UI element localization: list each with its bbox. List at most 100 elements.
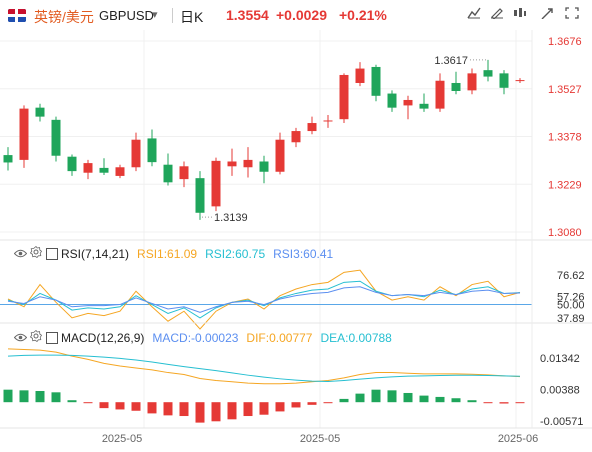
price-change: +0.0029: [276, 7, 327, 23]
candle[interactable]: [291, 127, 301, 148]
dif-value: DIF:0.00777: [246, 330, 313, 345]
candle[interactable]: [387, 90, 397, 112]
macd-histogram-bar: [115, 402, 125, 410]
rsi-legend: RSI(7,14,21) RSI1:61.09 RSI2:60.75 RSI3:…: [13, 245, 333, 261]
candle[interactable]: [483, 59, 493, 82]
macd-histogram-bar: [163, 402, 173, 416]
macd-histogram-bar: [259, 402, 269, 415]
toolbar-divider: [172, 8, 173, 23]
candlestick-pane: 1.3617 1.3139: [3, 55, 525, 224]
pane-separators: [0, 30, 592, 429]
macd-histogram-bar: [419, 395, 429, 403]
candle[interactable]: [371, 64, 381, 102]
macd-histogram-bar: [131, 402, 141, 411]
compare-icon[interactable]: [464, 6, 484, 24]
candle[interactable]: [467, 68, 477, 95]
rsi-tick-label: 37.89: [557, 313, 585, 325]
timeframe-selector[interactable]: 日K: [180, 9, 204, 25]
chevron-down-icon[interactable]: ▾: [152, 9, 158, 21]
candle-body: [243, 159, 253, 168]
candle[interactable]: [131, 132, 141, 172]
macd-label[interactable]: MACD(12,26,9): [61, 330, 145, 345]
price-tick-label: 1.3676: [548, 36, 582, 48]
candle[interactable]: [51, 116, 61, 162]
candle[interactable]: [499, 70, 509, 95]
candle[interactable]: [515, 78, 525, 83]
macd-histogram-bar: [195, 402, 205, 423]
macd-histogram-bar: [179, 402, 189, 417]
macd-histogram-bar: [291, 402, 301, 408]
candle[interactable]: [99, 158, 109, 175]
gear-icon[interactable]: [29, 245, 46, 261]
macd-legend: MACD(12,26,9) MACD:-0.00023 DIF:0.00777 …: [13, 329, 392, 345]
candle[interactable]: [179, 161, 189, 188]
candle-body: [291, 131, 301, 143]
rsi-series-line: [7, 280, 521, 319]
candle-body: [499, 73, 509, 88]
candle-body: [3, 155, 13, 163]
candle[interactable]: [35, 103, 45, 122]
indicator-icon[interactable]: [510, 6, 530, 24]
candle[interactable]: [163, 153, 173, 186]
macd-histogram-bar: [51, 392, 61, 403]
candle-body: [227, 161, 237, 167]
macd-series-line: [7, 348, 521, 385]
candle-body: [83, 163, 93, 173]
candle[interactable]: [227, 148, 237, 176]
macd-histogram-bar: [67, 400, 77, 403]
macd-tick-label: 0.00388: [540, 384, 580, 396]
macd-value: MACD:-0.00023: [152, 330, 239, 345]
candle[interactable]: [19, 105, 29, 168]
eye-icon[interactable]: [13, 331, 30, 345]
fullscreen-icon[interactable]: [562, 6, 582, 24]
candle[interactable]: [211, 157, 221, 212]
eye-icon[interactable]: [13, 247, 30, 261]
macd-histogram-bar: [467, 400, 477, 403]
pair-code[interactable]: GBPUSD: [99, 8, 154, 23]
macd-histogram-bar: [99, 402, 109, 409]
gear-icon[interactable]: [29, 329, 46, 345]
indicator-settings-icon[interactable]: [46, 331, 58, 344]
gbp-usd-flag-icon: [8, 9, 26, 22]
candle[interactable]: [147, 129, 157, 167]
candle[interactable]: [419, 93, 429, 112]
candle-body: [19, 108, 29, 160]
candle[interactable]: [307, 116, 317, 135]
rsi-series-line: [7, 286, 521, 313]
candle[interactable]: [435, 73, 445, 112]
draw-icon[interactable]: [487, 6, 507, 24]
candle[interactable]: [355, 62, 365, 87]
macd-histogram-bar: [227, 402, 237, 420]
candle[interactable]: [67, 154, 77, 176]
macd-histogram-bar: [515, 402, 525, 404]
macd-histogram-bar: [371, 389, 381, 403]
candle[interactable]: [83, 159, 93, 180]
candle[interactable]: [243, 147, 253, 178]
candle[interactable]: [323, 115, 333, 128]
price-axis: 1.3676 1.3527 1.3378 1.3229 1.3080: [548, 36, 582, 239]
candle[interactable]: [403, 95, 413, 120]
candle-body: [147, 138, 157, 163]
macd-histogram-bar: [19, 390, 29, 403]
rsi-label[interactable]: RSI(7,14,21): [61, 246, 130, 261]
candle-body: [467, 73, 477, 91]
candle[interactable]: [451, 71, 461, 95]
candle[interactable]: [275, 132, 285, 175]
candle[interactable]: [259, 155, 269, 184]
candle[interactable]: [3, 147, 13, 171]
macd-histogram-bar: [3, 389, 13, 403]
high-annotation: 1.3617: [434, 55, 468, 67]
candle-type-icon[interactable]: [537, 6, 557, 24]
candle[interactable]: [195, 171, 205, 220]
candle[interactable]: [339, 73, 349, 124]
candle[interactable]: [115, 164, 125, 179]
candle-body: [115, 167, 125, 176]
macd-tick-label: -0.00571: [540, 416, 583, 428]
pair-name-cn[interactable]: 英镑/美元: [34, 9, 94, 25]
time-tick-label: 2025-05: [102, 433, 142, 445]
candle-body: [67, 156, 77, 172]
candle-body: [339, 74, 349, 120]
indicator-settings-icon[interactable]: [46, 247, 58, 260]
